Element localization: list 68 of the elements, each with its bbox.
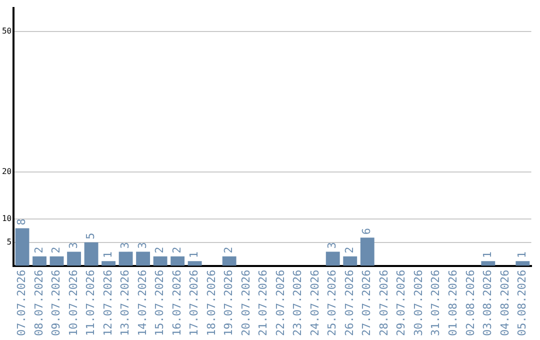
x-tick-label: 31.07.2026 [429,270,442,336]
data-label: 2 [170,246,184,254]
data-label: 3 [66,242,80,249]
bar [188,261,202,266]
x-tick-label: 19.07.2026 [222,270,236,336]
bar [343,256,358,266]
x-tick-label: 11.07.2026 [84,270,98,336]
y-tick-label: 5 [6,237,12,246]
data-label: 3 [136,242,149,249]
y-tick-label: 50 [2,26,12,36]
data-label: 3 [118,242,132,249]
x-tick-label: 14.07.2026 [136,270,149,336]
bar [67,252,81,266]
bar [326,252,340,266]
data-label: 1 [101,251,114,258]
x-tick-label: 18.07.2026 [204,270,218,336]
x-tick-label: 17.07.2026 [188,270,201,336]
x-tick-label: 24.07.2026 [308,270,322,336]
bar [170,256,185,266]
x-tick-label: 22.07.2026 [274,270,287,336]
x-tick-label: 30.07.2026 [412,270,425,336]
x-tick-label: 04.08.2026 [498,270,512,336]
x-tick-label: 20.07.2026 [239,270,252,336]
data-label: 2 [50,246,63,254]
bar [102,261,116,266]
x-tick-label: 29.07.2026 [394,270,408,336]
data-label: 2 [32,246,46,254]
data-label: 1 [516,251,529,258]
x-tick-label: 23.07.2026 [291,270,304,336]
data-label: 2 [153,246,166,254]
data-label: 8 [15,218,28,226]
data-label: 2 [222,246,236,254]
bar [32,256,46,266]
x-tick-label: 21.07.2026 [256,270,270,336]
data-label: 1 [481,251,494,258]
bar [153,256,168,266]
data-label: 6 [360,228,374,235]
bar [222,256,236,266]
bar [481,261,496,266]
y-tick-label: 20 [2,167,12,176]
x-tick-label: 10.07.2026 [66,270,80,336]
x-tick-label: 02.08.2026 [464,270,477,336]
x-tick-label: 28.07.2026 [377,270,390,336]
x-tick-label: 16.07.2026 [170,270,184,336]
x-tick-label: 27.07.2026 [360,270,374,336]
bar [516,261,530,266]
bar [118,252,133,266]
x-tick-label: 05.08.2026 [516,270,529,336]
data-label: 5 [84,232,98,240]
x-tick-label: 25.07.2026 [326,270,339,336]
x-tick-label: 03.08.2026 [481,270,494,336]
x-tick-label: 15.07.2026 [153,270,166,336]
x-tick-label: 12.07.2026 [101,270,114,336]
x-tick-label: 07.07.2026 [15,270,28,336]
data-label: 2 [342,246,356,254]
y-tick-label: 10 [2,214,12,223]
bar [136,252,150,266]
data-label: 1 [188,251,201,258]
x-tick-label: 26.07.2026 [342,270,356,336]
data-label: 3 [326,242,339,249]
x-tick-label: 09.07.2026 [50,270,63,336]
bar [360,238,374,266]
x-tick-label: 08.07.2026 [32,270,46,336]
x-tick-label: 01.08.2026 [446,270,460,336]
bar [50,256,64,266]
bar [15,228,30,266]
bar [84,242,98,266]
x-tick-label: 13.07.2026 [118,270,132,336]
